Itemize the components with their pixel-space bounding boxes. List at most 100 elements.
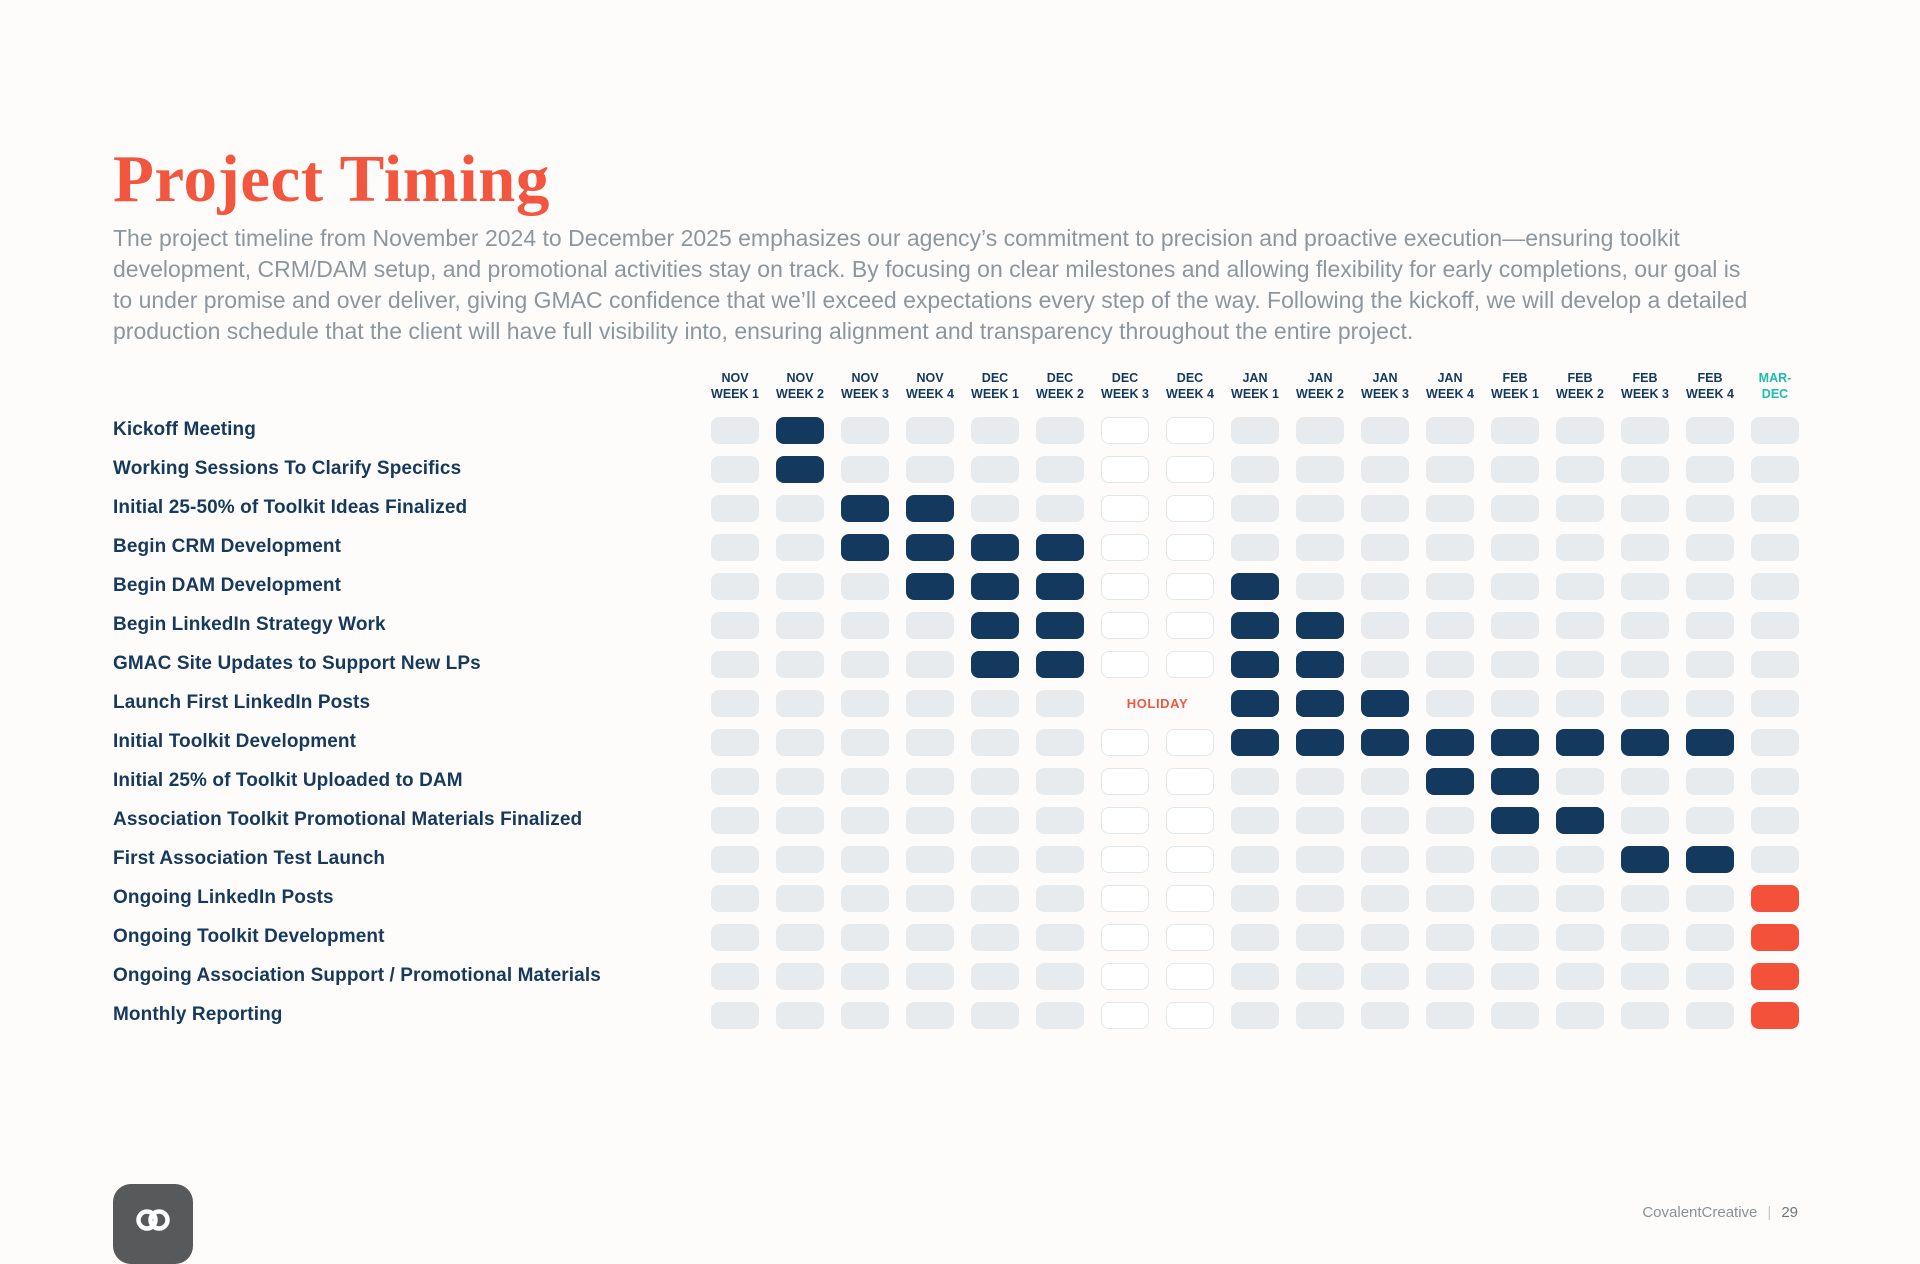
timeline-cell-holiday: [1101, 806, 1149, 834]
task-label: Initial 25-50% of Toolkit Ideas Finalize…: [113, 497, 468, 518]
task-row: Begin CRM Development: [113, 533, 1799, 561]
timeline-cell-empty: [1491, 650, 1539, 678]
footer-divider: |: [1767, 1204, 1772, 1221]
timeline-cell-holiday: [1166, 611, 1214, 639]
timeline-cell-empty: [1491, 845, 1539, 873]
task-row: Begin LinkedIn Strategy Work: [113, 611, 1799, 639]
timeline-cell-empty: [906, 767, 954, 795]
task-cells: [711, 650, 1799, 678]
timeline-cell-empty: [1296, 1001, 1344, 1029]
timeline-cell-filled: [1686, 728, 1734, 756]
timeline-cell-filled: [1361, 689, 1409, 717]
timeline-cell-empty: [1621, 572, 1669, 600]
timeline-cell-holiday: [1166, 806, 1214, 834]
timeline-cell-empty: [711, 650, 759, 678]
task-cells: [711, 572, 1799, 600]
timeline-cell-empty: [1296, 884, 1344, 912]
timeline-cell-empty: [1686, 416, 1734, 444]
timeline-cell-empty: [1361, 611, 1409, 639]
timeline-cell-empty: [841, 728, 889, 756]
timeline-cell-empty: [841, 884, 889, 912]
timeline-cell-empty: [906, 962, 954, 990]
timeline-cell-holiday: [1101, 845, 1149, 873]
timeline-cell-empty: [1621, 923, 1669, 951]
timeline-cell-empty: [1621, 416, 1669, 444]
timeline-cell-filled: [1036, 572, 1084, 600]
task-cells: [711, 767, 1799, 795]
timeline-cell-empty: [971, 455, 1019, 483]
timeline-cell-empty: [841, 962, 889, 990]
timeline-cell-empty: [776, 533, 824, 561]
timeline-cell-empty: [1296, 767, 1344, 795]
column-header: FEB WEEK 1: [1491, 371, 1539, 402]
task-cells: [711, 533, 1799, 561]
timeline-cell-empty: [1361, 533, 1409, 561]
timeline-cell-empty: [1426, 416, 1474, 444]
timeline-cell-empty: [1491, 455, 1539, 483]
timeline-cell-empty: [711, 689, 759, 717]
timeline-cell-holiday: [1101, 611, 1149, 639]
timeline-cell-empty: [1686, 1001, 1734, 1029]
timeline-cell-empty: [1361, 923, 1409, 951]
footer-brand: CovalentCreative: [1642, 1204, 1758, 1221]
timeline-cell-empty: [1751, 650, 1799, 678]
task-cells: [711, 806, 1799, 834]
task-row: Working Sessions To Clarify Specifics: [113, 455, 1799, 483]
timeline-cell-empty: [906, 650, 954, 678]
page-title: Project Timing: [113, 141, 550, 216]
timeline-cell-holiday: [1166, 533, 1214, 561]
column-header: JAN WEEK 4: [1426, 371, 1474, 402]
timeline-cell-holiday: [1166, 572, 1214, 600]
column-header: JAN WEEK 2: [1296, 371, 1344, 402]
timeline-cell-filled: [1491, 728, 1539, 756]
timeline-cell-empty: [1686, 650, 1734, 678]
timeline-cell-empty: [971, 884, 1019, 912]
timeline-cell-empty: [1686, 494, 1734, 522]
timeline-cell-filled: [1231, 611, 1279, 639]
timeline-cell-empty: [1621, 689, 1669, 717]
timeline-cell-filled: [1491, 806, 1539, 834]
timeline-cell-empty: [1556, 845, 1604, 873]
task-row: Ongoing LinkedIn Posts: [113, 884, 1799, 912]
timeline-cell-empty: [971, 494, 1019, 522]
timeline-cell-empty: [1361, 494, 1409, 522]
timeline-cell-empty: [1556, 884, 1604, 912]
timeline-cell-empty: [1361, 650, 1409, 678]
timeline-cell-empty: [1751, 845, 1799, 873]
timeline-cell-empty: [1491, 962, 1539, 990]
timeline-cell-empty: [1621, 611, 1669, 639]
timeline-cell-empty: [841, 572, 889, 600]
timeline-cell-empty: [1231, 767, 1279, 795]
timeline-cell-holiday: [1101, 923, 1149, 951]
timeline-cell-empty: [1686, 767, 1734, 795]
timeline-cell-empty: [711, 923, 759, 951]
timeline-cell-empty: [1686, 689, 1734, 717]
timeline-cell-empty: [1491, 416, 1539, 444]
timeline-cell-empty: [971, 1001, 1019, 1029]
task-label: Initial Toolkit Development: [113, 731, 357, 752]
timeline-cell-empty: [841, 650, 889, 678]
timeline-cell-empty: [1426, 611, 1474, 639]
timeline-cell-empty: [971, 416, 1019, 444]
timeline-cell-empty: [1751, 494, 1799, 522]
task-row: Initial 25-50% of Toolkit Ideas Finalize…: [113, 494, 1799, 522]
timeline-cell-empty: [1361, 962, 1409, 990]
timeline-cell-empty: [1036, 806, 1084, 834]
timeline-cell-empty: [1556, 650, 1604, 678]
timeline-cell-empty: [1036, 455, 1084, 483]
timeline-cell-empty: [906, 1001, 954, 1029]
timeline-cell-empty: [711, 416, 759, 444]
timeline-cell-empty: [1556, 416, 1604, 444]
timeline-cell-empty: [1426, 494, 1474, 522]
task-cells: [711, 962, 1799, 990]
task-row: Begin DAM Development: [113, 572, 1799, 600]
timeline-cell-empty: [1491, 689, 1539, 717]
timeline-cell-empty: [1296, 572, 1344, 600]
timeline-cell-empty: [1751, 806, 1799, 834]
timeline-cell-empty: [711, 767, 759, 795]
timeline-cell-empty: [776, 611, 824, 639]
timeline-cell-empty: [1426, 845, 1474, 873]
timeline-cell-filled: [1036, 533, 1084, 561]
timeline-cell-empty: [776, 572, 824, 600]
timeline-cell-empty: [1426, 572, 1474, 600]
